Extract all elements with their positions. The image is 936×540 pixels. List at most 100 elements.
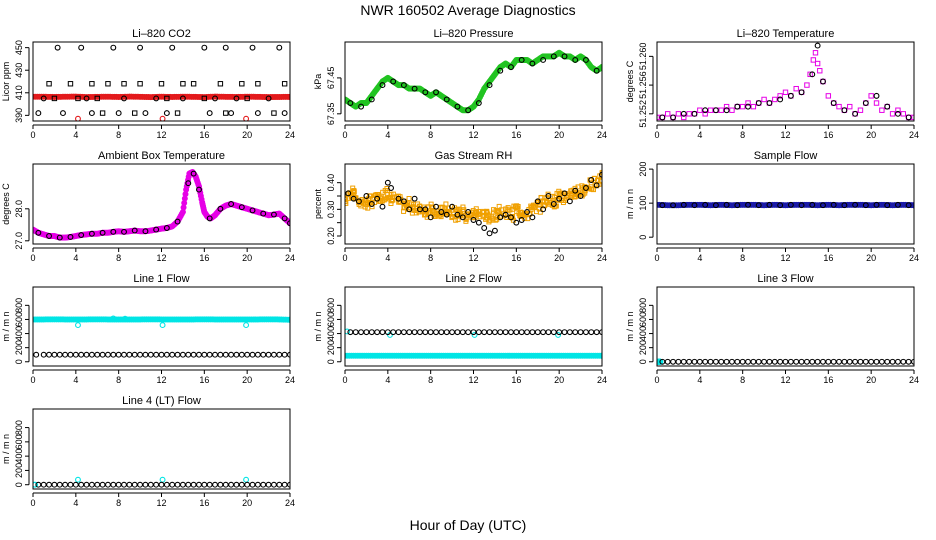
data-point <box>664 358 671 365</box>
x-tick-label: 8 <box>740 253 745 263</box>
data-point <box>820 78 826 85</box>
y-axis-label: m / m n <box>1 311 11 341</box>
data-point <box>260 210 267 217</box>
data-point <box>368 96 375 103</box>
data-point <box>497 214 504 221</box>
data-point <box>54 44 61 51</box>
data-point <box>46 481 53 488</box>
data-point <box>260 351 267 358</box>
data-point <box>734 358 741 365</box>
x-tick-label: 12 <box>780 375 790 385</box>
data-point <box>566 329 573 336</box>
data-point <box>470 217 477 223</box>
chart-title: Line 3 Flow <box>757 273 813 285</box>
data-point <box>489 215 495 221</box>
data-point <box>561 329 568 336</box>
x-tick-label: 24 <box>909 375 919 385</box>
data-point <box>745 100 751 106</box>
data-point <box>110 351 117 358</box>
data-point <box>153 226 160 233</box>
data-point <box>121 351 127 358</box>
data-point <box>174 218 181 225</box>
data-point <box>78 44 85 51</box>
data-point <box>206 215 213 222</box>
plot-area <box>33 44 290 121</box>
data-point <box>814 60 821 67</box>
data-point <box>540 57 547 63</box>
data-point <box>686 358 693 365</box>
data-point <box>577 329 584 336</box>
data-point <box>427 214 434 221</box>
data-point <box>190 81 197 87</box>
data-point <box>718 358 725 365</box>
data-point <box>518 329 525 336</box>
data-point <box>536 206 542 212</box>
data-point <box>352 195 358 201</box>
data-point <box>174 481 181 488</box>
x-tick-label: 12 <box>468 130 478 140</box>
data-point <box>185 351 192 358</box>
data-point <box>217 81 224 87</box>
data-point <box>137 81 143 87</box>
data-point <box>878 358 885 365</box>
data-point <box>847 103 853 110</box>
x-tick-label: 4 <box>385 253 390 263</box>
data-point <box>179 351 186 358</box>
data-point <box>56 481 63 488</box>
plot-frame <box>656 163 915 245</box>
data-point <box>249 351 256 358</box>
data-point <box>755 202 762 209</box>
plot-frame <box>32 41 291 122</box>
x-tick-label: 24 <box>597 375 607 385</box>
data-point <box>400 82 407 89</box>
data-point <box>841 107 848 114</box>
data-point <box>529 329 536 336</box>
data-point <box>566 198 573 205</box>
y-tick-label: 800 <box>638 298 648 313</box>
data-point <box>83 351 90 358</box>
data-point <box>544 200 550 206</box>
data-point <box>836 358 842 365</box>
x-tick-label: 20 <box>242 130 252 140</box>
data-point <box>680 201 687 208</box>
data-point <box>142 110 149 117</box>
data-point <box>121 228 127 235</box>
data-point <box>817 68 823 74</box>
data-point <box>94 95 100 102</box>
data-point <box>411 329 418 336</box>
x-tick-label: 20 <box>554 375 564 385</box>
data-point <box>368 201 375 207</box>
data-point <box>67 481 74 488</box>
x-tick-label: 24 <box>909 130 919 140</box>
data-point <box>244 481 251 488</box>
data-point <box>201 481 208 488</box>
data-point <box>212 95 218 102</box>
data-point <box>121 95 127 102</box>
data-point <box>793 85 799 92</box>
data-point <box>670 202 677 209</box>
data-point <box>137 481 144 488</box>
data-point <box>491 329 498 336</box>
x-tick-label: 4 <box>73 253 78 263</box>
x-tick-label: 0 <box>654 130 659 140</box>
data-point <box>453 207 459 213</box>
x-tick-label: 16 <box>511 130 521 140</box>
data-point <box>729 358 735 365</box>
data-point <box>83 95 90 102</box>
series-low <box>345 352 602 359</box>
data-point <box>147 351 154 358</box>
data-point <box>750 103 757 110</box>
data-point <box>72 481 79 488</box>
data-point <box>137 44 144 51</box>
data-point <box>190 170 197 177</box>
data-point <box>766 358 773 365</box>
data-point <box>62 481 69 488</box>
y-tick-label: 800 <box>14 298 24 313</box>
data-point <box>905 202 912 209</box>
data-point <box>723 103 730 110</box>
data-point <box>110 315 117 322</box>
data-point <box>83 481 90 488</box>
data-point <box>841 202 848 209</box>
data-point <box>159 322 166 329</box>
data-point <box>723 358 730 365</box>
